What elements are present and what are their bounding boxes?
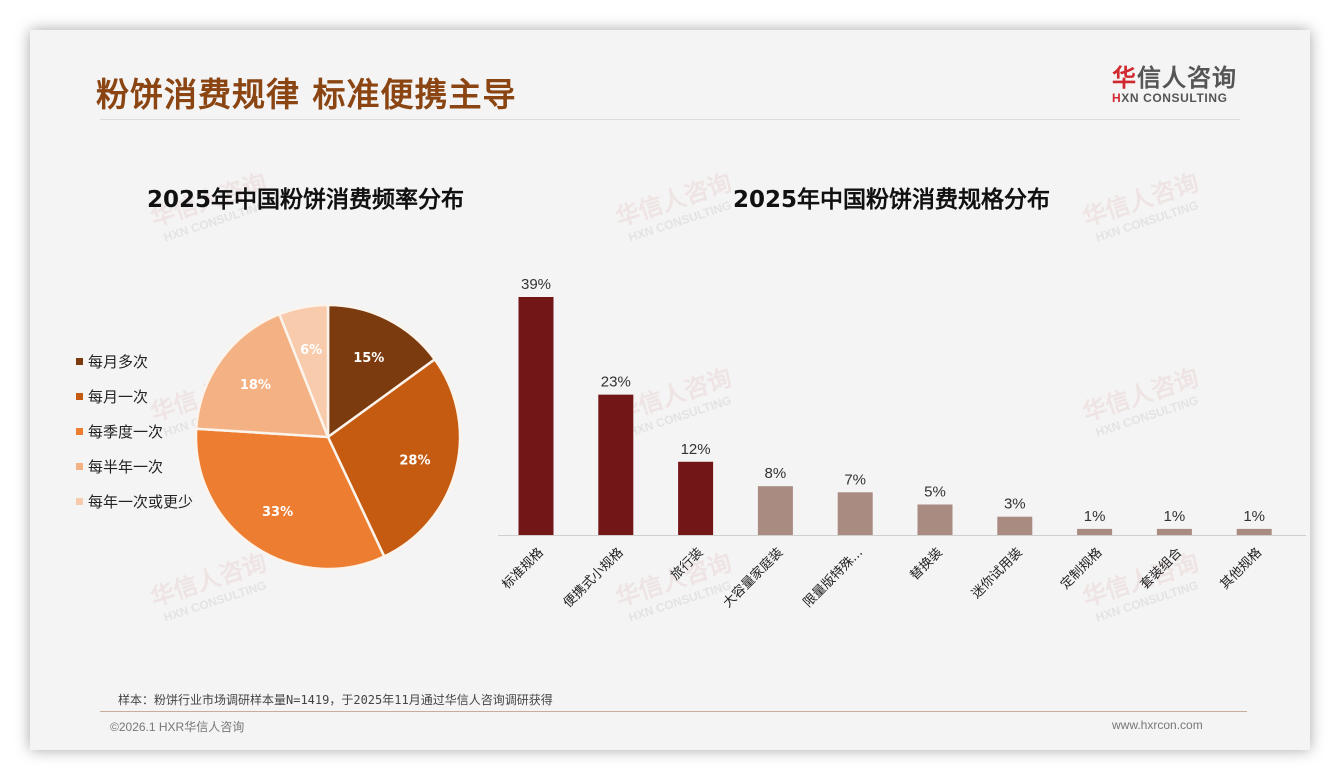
bar-category-label: 替换装 xyxy=(908,545,946,583)
pie-slice-label: 15% xyxy=(353,351,384,366)
legend-label: 每月多次 xyxy=(88,353,149,371)
legend-item: 每半年一次 xyxy=(76,449,193,484)
bar xyxy=(757,486,793,535)
bar-category-label: 限量版特殊... xyxy=(801,545,866,610)
bar-category-label: 标准规格 xyxy=(499,545,547,593)
bar-value-label: 7% xyxy=(844,471,866,488)
bar-chart-title: 2025年中国粉饼消费规格分布 xyxy=(733,187,1051,213)
bar-category-label: 其他规格 xyxy=(1217,545,1265,593)
pie-slice xyxy=(194,312,330,439)
slide: 粉饼消费规律 标准便携主导 华信人咨询 HXN CONSULTING 华信人咨询… xyxy=(30,30,1310,750)
website-link[interactable]: www.hxrcon.com xyxy=(1112,718,1203,732)
title-divider xyxy=(100,119,1240,120)
legend-label: 每半年一次 xyxy=(88,458,164,476)
legend-item: 每季度一次 xyxy=(76,414,193,449)
logo-cn: 华信人咨询 xyxy=(1112,64,1237,92)
legend-item: 每月多次 xyxy=(76,344,193,379)
bar-value-label: 23% xyxy=(601,374,631,391)
bar-category-label: 便携式小规格 xyxy=(560,545,626,611)
copyright: ©2026.1 HXR华信人咨询 xyxy=(110,720,245,734)
logo-en: HXN CONSULTING xyxy=(1112,91,1228,105)
legend-swatch-icon xyxy=(76,463,83,470)
bar xyxy=(678,461,714,535)
pie-slice-label: 6% xyxy=(300,343,322,358)
page-title: 粉饼消费规律 标准便携主导 xyxy=(96,75,517,114)
bar-value-label: 5% xyxy=(924,483,946,500)
bar-category-label: 迷你试用装 xyxy=(969,545,1026,602)
pie-slice-label: 28% xyxy=(399,453,430,468)
bar-value-label: 1% xyxy=(1084,508,1106,525)
bar xyxy=(1236,528,1272,535)
sample-note: 样本：粉饼行业市场调研样本量N=1419，于2025年11月通过华信人咨询调研获… xyxy=(118,693,553,707)
bar xyxy=(1077,528,1113,535)
legend-item: 每年一次或更少 xyxy=(76,484,193,519)
bar-value-label: 12% xyxy=(681,441,711,458)
bar-value-label: 1% xyxy=(1243,508,1265,525)
legend-swatch-icon xyxy=(76,498,83,505)
pie-chart: 15% 28% 33% 18% 6% xyxy=(193,302,463,576)
pie-legend: 每月多次每月一次每季度一次每半年一次每年一次或更少 xyxy=(76,344,193,519)
pie-slice-label: 33% xyxy=(262,505,293,520)
bar-category-label: 旅行装 xyxy=(668,545,706,583)
bar-value-label: 1% xyxy=(1164,508,1186,525)
legend-label: 每月一次 xyxy=(88,388,149,406)
legend-swatch-icon xyxy=(76,358,83,365)
bar xyxy=(518,297,554,535)
pie-slice xyxy=(277,303,330,438)
legend-item: 每月一次 xyxy=(76,379,193,414)
pie-slice xyxy=(326,357,462,559)
legend-swatch-icon xyxy=(76,393,83,400)
pie-chart-title: 2025年中国粉饼消费频率分布 xyxy=(147,187,465,213)
bar-category-label: 定制规格 xyxy=(1057,545,1105,593)
pie-slice-label: 18% xyxy=(240,378,271,393)
legend-label: 每年一次或更少 xyxy=(88,493,194,511)
bar xyxy=(917,504,953,535)
company-logo: 华信人咨询 HXN CONSULTING xyxy=(1112,64,1242,105)
bar xyxy=(837,492,873,535)
pie-slice xyxy=(326,303,437,440)
bar-category-label: 套装组合 xyxy=(1137,545,1185,593)
pie-slice xyxy=(194,427,386,571)
bar-chart: 39% 标准规格 23% 便携式小规格 12% 旅行装 8% 大容量家庭装 7% 限量版特殊...… xyxy=(494,260,1310,654)
bar-category-label: 大容量家庭装 xyxy=(720,545,786,611)
bar xyxy=(1156,528,1192,535)
bar xyxy=(598,394,634,535)
footer-divider xyxy=(100,711,1247,712)
bar-value-label: 39% xyxy=(521,276,551,293)
legend-swatch-icon xyxy=(76,428,83,435)
legend-label: 每季度一次 xyxy=(88,423,164,441)
bar-value-label: 3% xyxy=(1004,496,1026,513)
bar xyxy=(997,516,1033,535)
bar-value-label: 8% xyxy=(765,465,787,482)
